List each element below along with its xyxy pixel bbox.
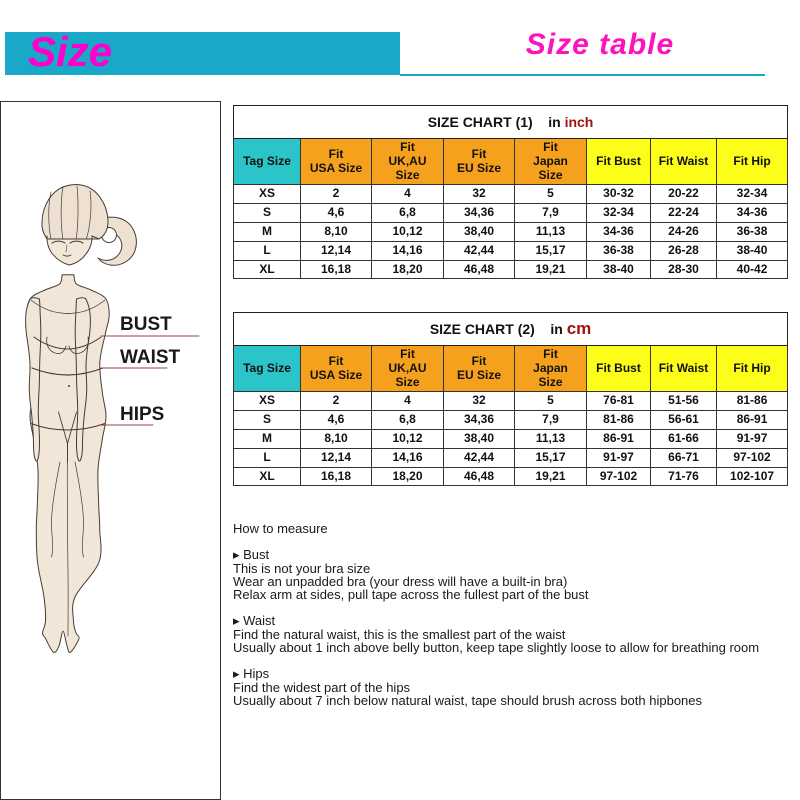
svg-text:HIPS: HIPS [120, 404, 164, 425]
svg-text:BUST: BUST [120, 314, 172, 335]
svg-text:WAIST: WAIST [120, 347, 181, 368]
